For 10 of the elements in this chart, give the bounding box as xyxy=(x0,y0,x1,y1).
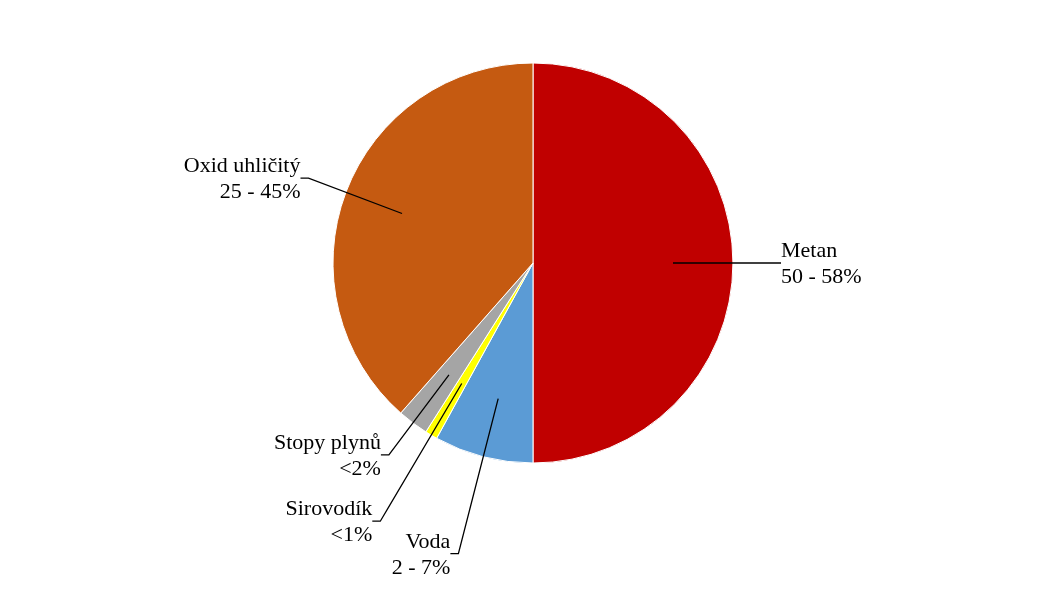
text: 50 - 58% xyxy=(781,263,862,288)
text: 2 - 7% xyxy=(391,553,451,579)
slice-label: Metan xyxy=(781,237,838,262)
slice-label: Oxid uhličitý xyxy=(183,152,301,178)
slice-label: Stopy plynů xyxy=(273,428,381,454)
slice-label: Sirovodík xyxy=(285,495,373,521)
text: <2% xyxy=(339,454,381,480)
slice-label: Voda xyxy=(405,527,451,553)
text: <1% xyxy=(330,521,373,547)
text: 25 - 45% xyxy=(219,178,301,204)
